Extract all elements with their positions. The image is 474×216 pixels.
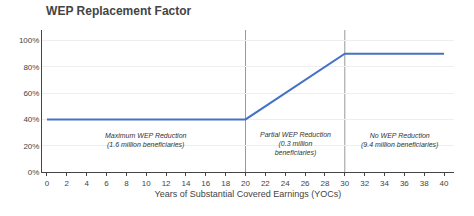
svg-text:0%: 0%	[28, 168, 40, 177]
svg-text:16: 16	[201, 179, 210, 188]
svg-text:34: 34	[380, 179, 389, 188]
svg-text:40%: 40%	[23, 115, 39, 124]
svg-text:6: 6	[104, 179, 109, 188]
svg-text:20%: 20%	[23, 142, 39, 151]
svg-text:30: 30	[340, 179, 349, 188]
svg-text:12: 12	[162, 179, 171, 188]
svg-text:Maximum WEP Reduction(1.6 mill: Maximum WEP Reduction(1.6 million benefi…	[105, 132, 187, 149]
svg-text:36: 36	[400, 179, 409, 188]
svg-text:100%: 100%	[19, 36, 39, 45]
svg-text:4: 4	[84, 179, 89, 188]
svg-text:28: 28	[320, 179, 329, 188]
svg-text:10: 10	[142, 179, 151, 188]
svg-text:WEP Replacement Factor: WEP Replacement Factor	[46, 4, 191, 18]
svg-text:22: 22	[261, 179, 270, 188]
svg-text:No WEP Reduction(9.4 million b: No WEP Reduction(9.4 million beneficiari…	[361, 132, 438, 149]
svg-text:0: 0	[45, 179, 50, 188]
svg-text:14: 14	[181, 179, 190, 188]
svg-text:2: 2	[65, 179, 70, 188]
svg-text:8: 8	[124, 179, 129, 188]
svg-text:26: 26	[301, 179, 310, 188]
svg-text:60%: 60%	[23, 89, 39, 98]
svg-text:32: 32	[360, 179, 369, 188]
svg-text:Partial WEP Reduction(0.3 mill: Partial WEP Reduction(0.3 millionbenefic…	[260, 131, 331, 157]
svg-text:20: 20	[241, 179, 250, 188]
svg-text:18: 18	[221, 179, 230, 188]
svg-text:38: 38	[420, 179, 429, 188]
svg-text:24: 24	[281, 179, 290, 188]
svg-text:80%: 80%	[23, 63, 39, 72]
svg-text:40: 40	[440, 179, 449, 188]
svg-text:Years of Substantial Covered E: Years of Substantial Covered Earnings (Y…	[155, 189, 342, 199]
